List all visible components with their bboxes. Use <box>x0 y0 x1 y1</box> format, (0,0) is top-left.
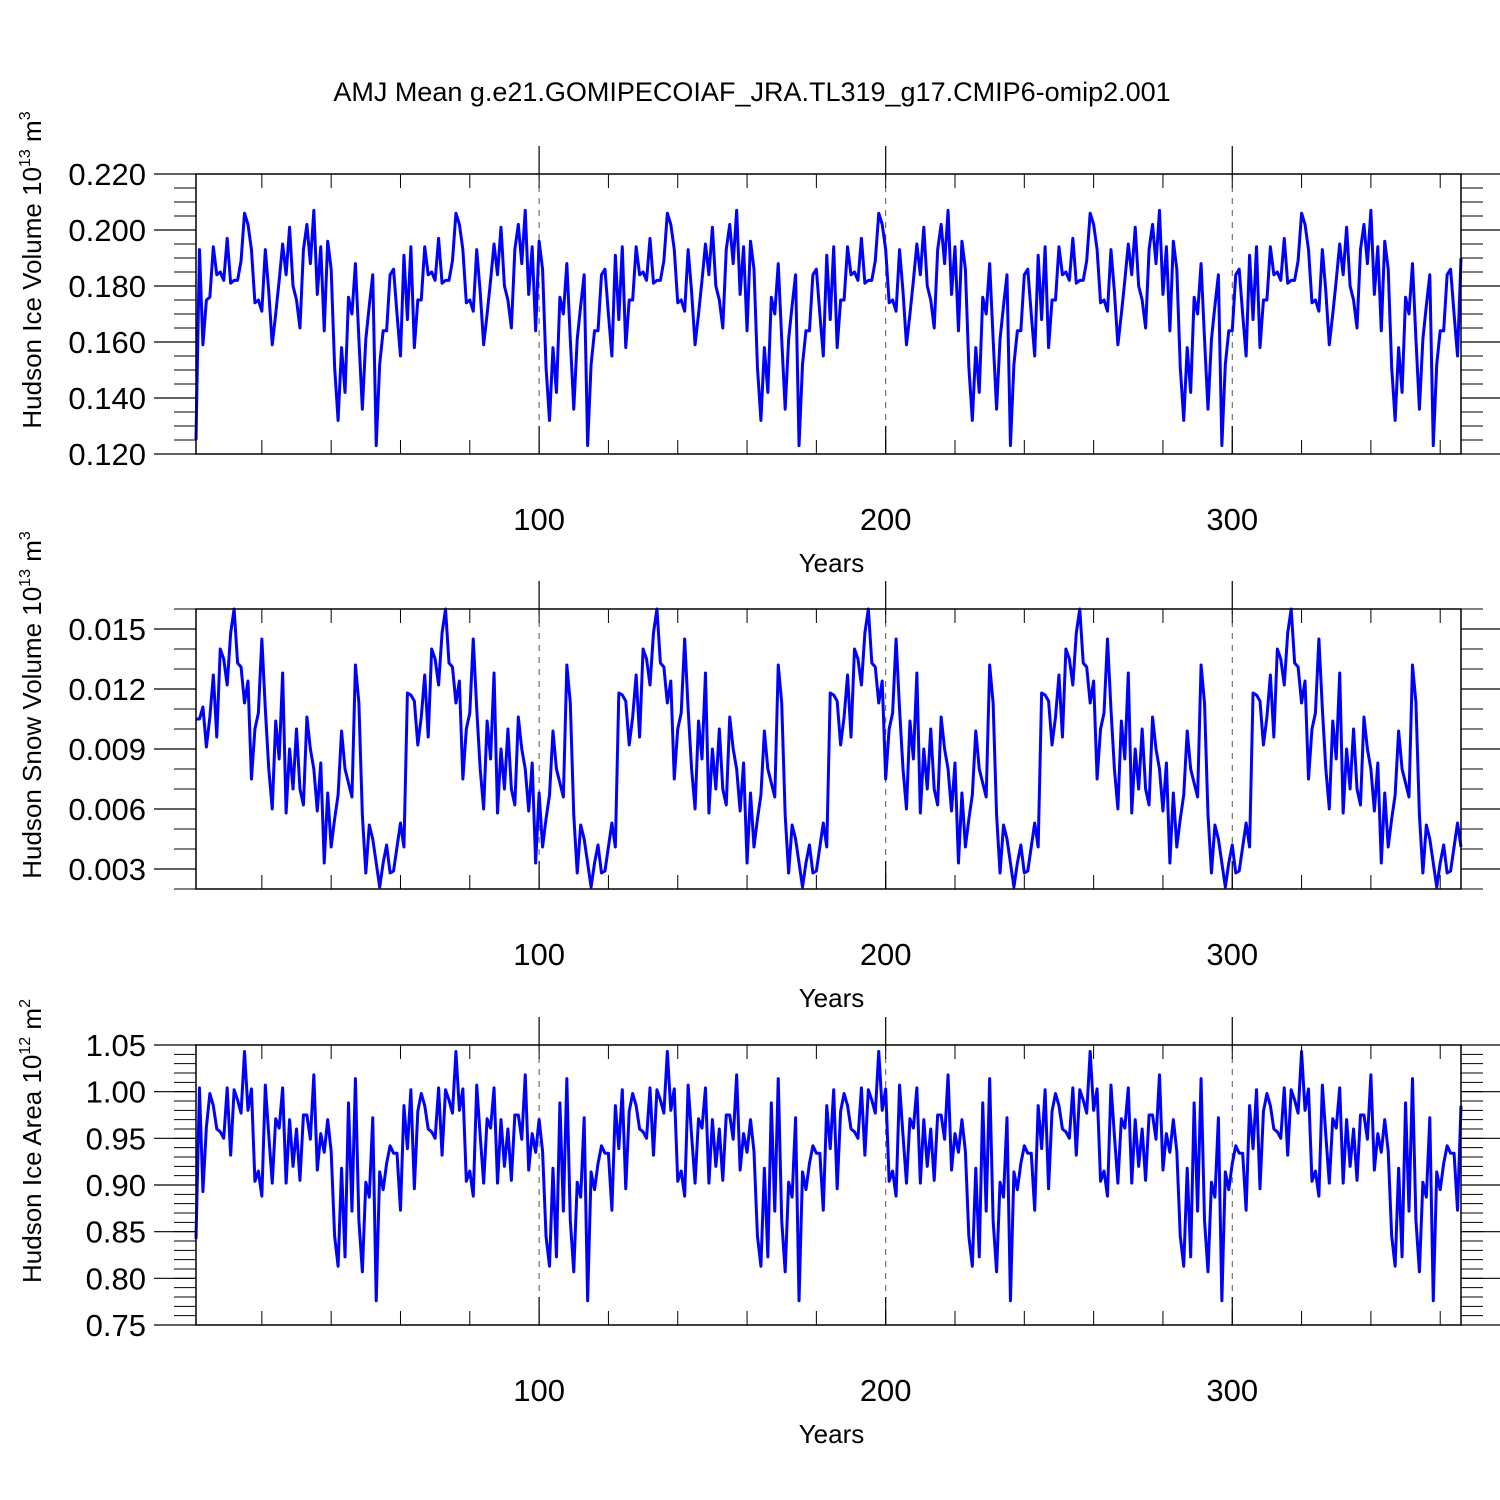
y-tick-label: 0.220 <box>68 157 146 192</box>
y-tick-label: 0.012 <box>68 672 146 707</box>
y-tick-label: 0.003 <box>68 852 146 887</box>
y-tick-label: 1.00 <box>86 1075 146 1110</box>
chart-panel-3: 0.75 0.80 0.85 0.90 0.95 1.00 1.05 100 200 300 Yea… <box>17 999 1500 1449</box>
y-axis-label-ylabel-unit: m <box>17 120 47 149</box>
x-axis-label: Years <box>799 548 865 578</box>
y-axis-label-ylabel-exp: 13 <box>17 149 34 167</box>
x-tick-label: 100 <box>513 937 565 972</box>
y-axis-label-ylabel-unit-exp: 3 <box>17 111 34 120</box>
y-tick-label: 0.80 <box>86 1261 146 1296</box>
x-tick-label: 100 <box>513 1373 565 1408</box>
y-axis-label: Hudson Ice Area 1012 m2 <box>17 999 47 1283</box>
y-tick-label: 0.75 <box>86 1308 146 1343</box>
chart-title: AMJ Mean g.e21.GOMIPECOIAF_JRA.TL319_g17… <box>333 77 1170 107</box>
y-axis-label-ylabel-unit: m <box>17 1008 47 1037</box>
y-tick-label: 0.90 <box>86 1168 146 1203</box>
plot-frame <box>195 1044 1462 1326</box>
y-tick-label: 0.180 <box>68 269 146 304</box>
x-tick-label: 200 <box>860 502 912 537</box>
y-tick-label: 0.006 <box>68 792 146 827</box>
x-tick-label: 200 <box>860 1373 912 1408</box>
y-tick-label: 0.85 <box>86 1215 146 1250</box>
y-tick-label: 0.160 <box>68 325 146 360</box>
y-axis-label-ylabel-unit: m <box>17 540 47 569</box>
chart-panel-1: 0.120 0.140 0.160 0.180 0.200 0.220 100 200 300 Y… <box>17 111 1500 578</box>
y-axis-label-ylabel-main: Hudson Ice Volume 10 <box>17 167 47 429</box>
series-line-1 <box>194 208 1463 448</box>
chart-panel-2: 0.003 0.006 0.009 0.012 0.015 100 200 300 Years H… <box>17 531 1500 1013</box>
y-tick-label: 0.120 <box>68 437 146 472</box>
x-tick-label: 300 <box>1206 937 1258 972</box>
y-tick-label: 0.95 <box>86 1121 146 1156</box>
chart-panels: 0.120 0.140 0.160 0.180 0.200 0.220 100 200 300 Y… <box>17 111 1500 1449</box>
y-axis-label-ylabel-unit-exp: 3 <box>17 531 34 540</box>
y-axis-label-ylabel-main: Hudson Ice Area 10 <box>17 1055 47 1283</box>
y-axis-label-ylabel-unit-exp: 2 <box>17 999 34 1008</box>
x-tick-label: 100 <box>513 502 565 537</box>
y-axis-label-ylabel-exp: 12 <box>17 1037 34 1055</box>
y-tick-label: 0.200 <box>68 213 146 248</box>
x-axis-label: Years <box>799 1419 865 1449</box>
x-tick-label: 300 <box>1206 502 1258 537</box>
y-axis-label: Hudson Snow Volume 1013 m3 <box>17 531 47 879</box>
series-line-1 <box>196 607 1463 889</box>
y-tick-label: 0.140 <box>68 381 146 416</box>
y-axis-label: Hudson Ice Volume 1013 m3 <box>17 111 47 428</box>
y-axis-label-ylabel-main: Hudson Snow Volume 10 <box>17 587 47 879</box>
x-tick-label: 200 <box>860 937 912 972</box>
y-tick-label: 0.015 <box>68 612 146 647</box>
x-tick-label: 300 <box>1206 1373 1258 1408</box>
x-axis-label: Years <box>799 983 865 1013</box>
y-tick-label: 1.05 <box>86 1028 146 1063</box>
series-line-1 <box>194 1050 1463 1303</box>
y-tick-label: 0.009 <box>68 732 146 767</box>
y-axis-label-ylabel-exp: 13 <box>17 569 34 587</box>
